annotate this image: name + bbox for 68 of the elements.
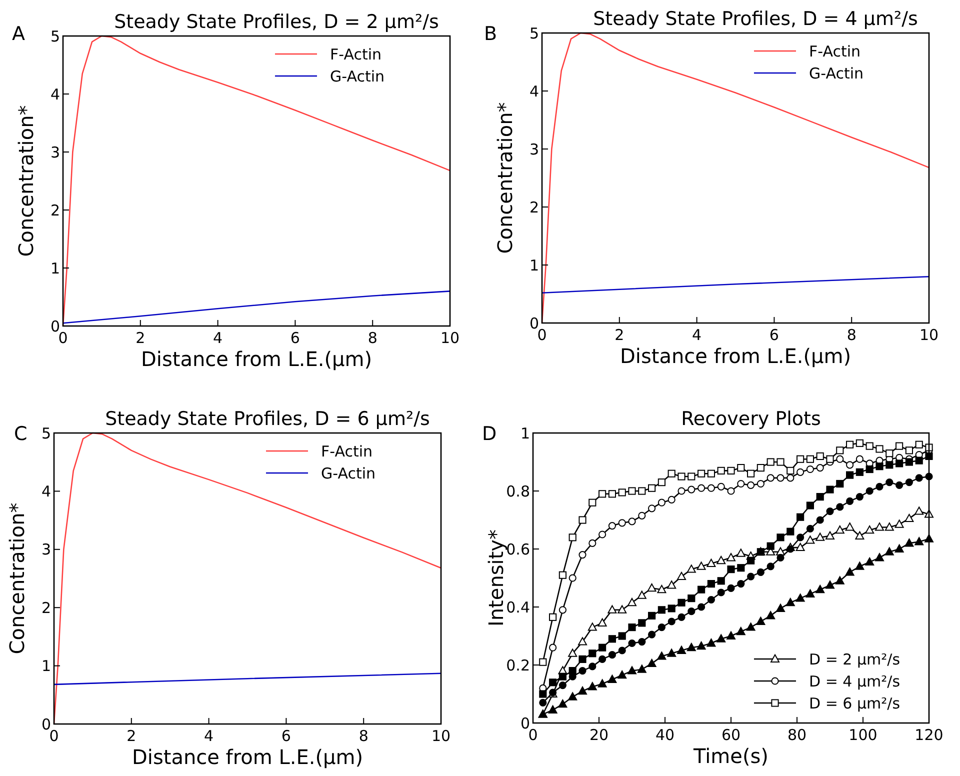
y-tick-label: 0.2 (506, 656, 530, 674)
y-tick-label: 0.4 (506, 598, 530, 616)
y-tick-label: 4 (529, 82, 539, 100)
y-tick-label: 1 (41, 657, 51, 676)
chart-title: Recovery Plots (681, 408, 821, 430)
x-tick-label: 6 (281, 727, 291, 745)
y-tick-label: 2 (529, 198, 539, 216)
y-tick-label: 1 (529, 256, 539, 274)
y-tick-label: 5 (41, 424, 51, 442)
y-tick-label: 3 (41, 540, 51, 559)
x-tick-label: 6 (769, 326, 779, 344)
text: A (12, 23, 25, 45)
x-tick-label: 100 (848, 726, 878, 744)
x-tick-label: 60 (721, 726, 741, 744)
x-tick-label: 2 (136, 329, 146, 347)
x-tick-label: 4 (213, 329, 223, 347)
legend-label: G-Actin (330, 67, 385, 86)
legend-label: D = 6 μm²/s (809, 694, 900, 712)
y-tick-label: 2 (50, 201, 60, 220)
legend-label: G-Actin (809, 64, 864, 82)
y-axis-title: Intensity* (484, 529, 508, 627)
y-tick-label: 3 (50, 143, 60, 162)
text: C (14, 423, 28, 445)
y-axis-title: Concentration* (5, 502, 29, 654)
x-tick-label: 10 (440, 329, 460, 347)
x-tick-label: 80 (787, 726, 807, 744)
x-axis-title: Distance from L.E.(μm) (132, 745, 364, 769)
y-tick-label: 1 (520, 424, 530, 442)
text: B (484, 23, 498, 45)
y-tick-label: 0 (520, 714, 530, 732)
x-tick-label: 6 (290, 329, 300, 347)
x-tick-label: 10 (919, 326, 939, 344)
x-tick-label: 20 (589, 726, 609, 744)
y-tick-label: 0.8 (506, 482, 530, 500)
x-tick-label: 120 (914, 726, 944, 744)
y-tick-label: 5 (50, 27, 60, 46)
x-tick-label: 2 (126, 727, 136, 745)
y-tick-label: 5 (529, 24, 539, 42)
x-tick-label: 8 (358, 727, 368, 745)
x-tick-label: 4 (204, 727, 214, 745)
y-tick-label: 2 (41, 598, 51, 617)
legend-label: D = 2 μm²/s (809, 650, 900, 668)
y-tick-label: 0.6 (506, 540, 530, 558)
chart-title: Steady State Profiles, D = 6 μm²/s (105, 408, 430, 430)
x-axis-title: Distance from L.E.(μm) (140, 347, 372, 371)
x-axis-title: Distance from L.E.(μm) (620, 344, 852, 368)
x-tick-label: 4 (692, 326, 702, 344)
legend-label: F-Actin (321, 442, 373, 460)
y-tick-label: 4 (41, 482, 51, 500)
x-axis-title: Time(s) (692, 744, 768, 768)
y-tick-label: 1 (50, 259, 60, 278)
chart-title: Steady State Profiles, D = 2 μm²/s (114, 11, 439, 33)
y-axis-title: Concentration* (493, 102, 517, 254)
x-tick-label: 10 (431, 727, 451, 745)
text: D (482, 423, 497, 445)
legend-label: F-Actin (809, 42, 861, 60)
legend-label: D = 4 μm²/s (809, 672, 900, 690)
legend-label: G-Actin (321, 464, 376, 482)
x-tick-label: 2 (614, 326, 624, 344)
chart-title: Steady State Profiles, D = 4 μm²/s (593, 8, 918, 30)
x-tick-label: 8 (368, 329, 378, 347)
y-axis-title: Concentration* (14, 105, 38, 257)
y-tick-label: 4 (50, 85, 60, 104)
y-tick-label: 0 (529, 314, 539, 332)
y-tick-label: 3 (529, 140, 539, 158)
x-tick-label: 8 (846, 326, 856, 344)
legend-label: F-Actin (330, 45, 382, 64)
x-tick-label: 40 (655, 726, 675, 744)
